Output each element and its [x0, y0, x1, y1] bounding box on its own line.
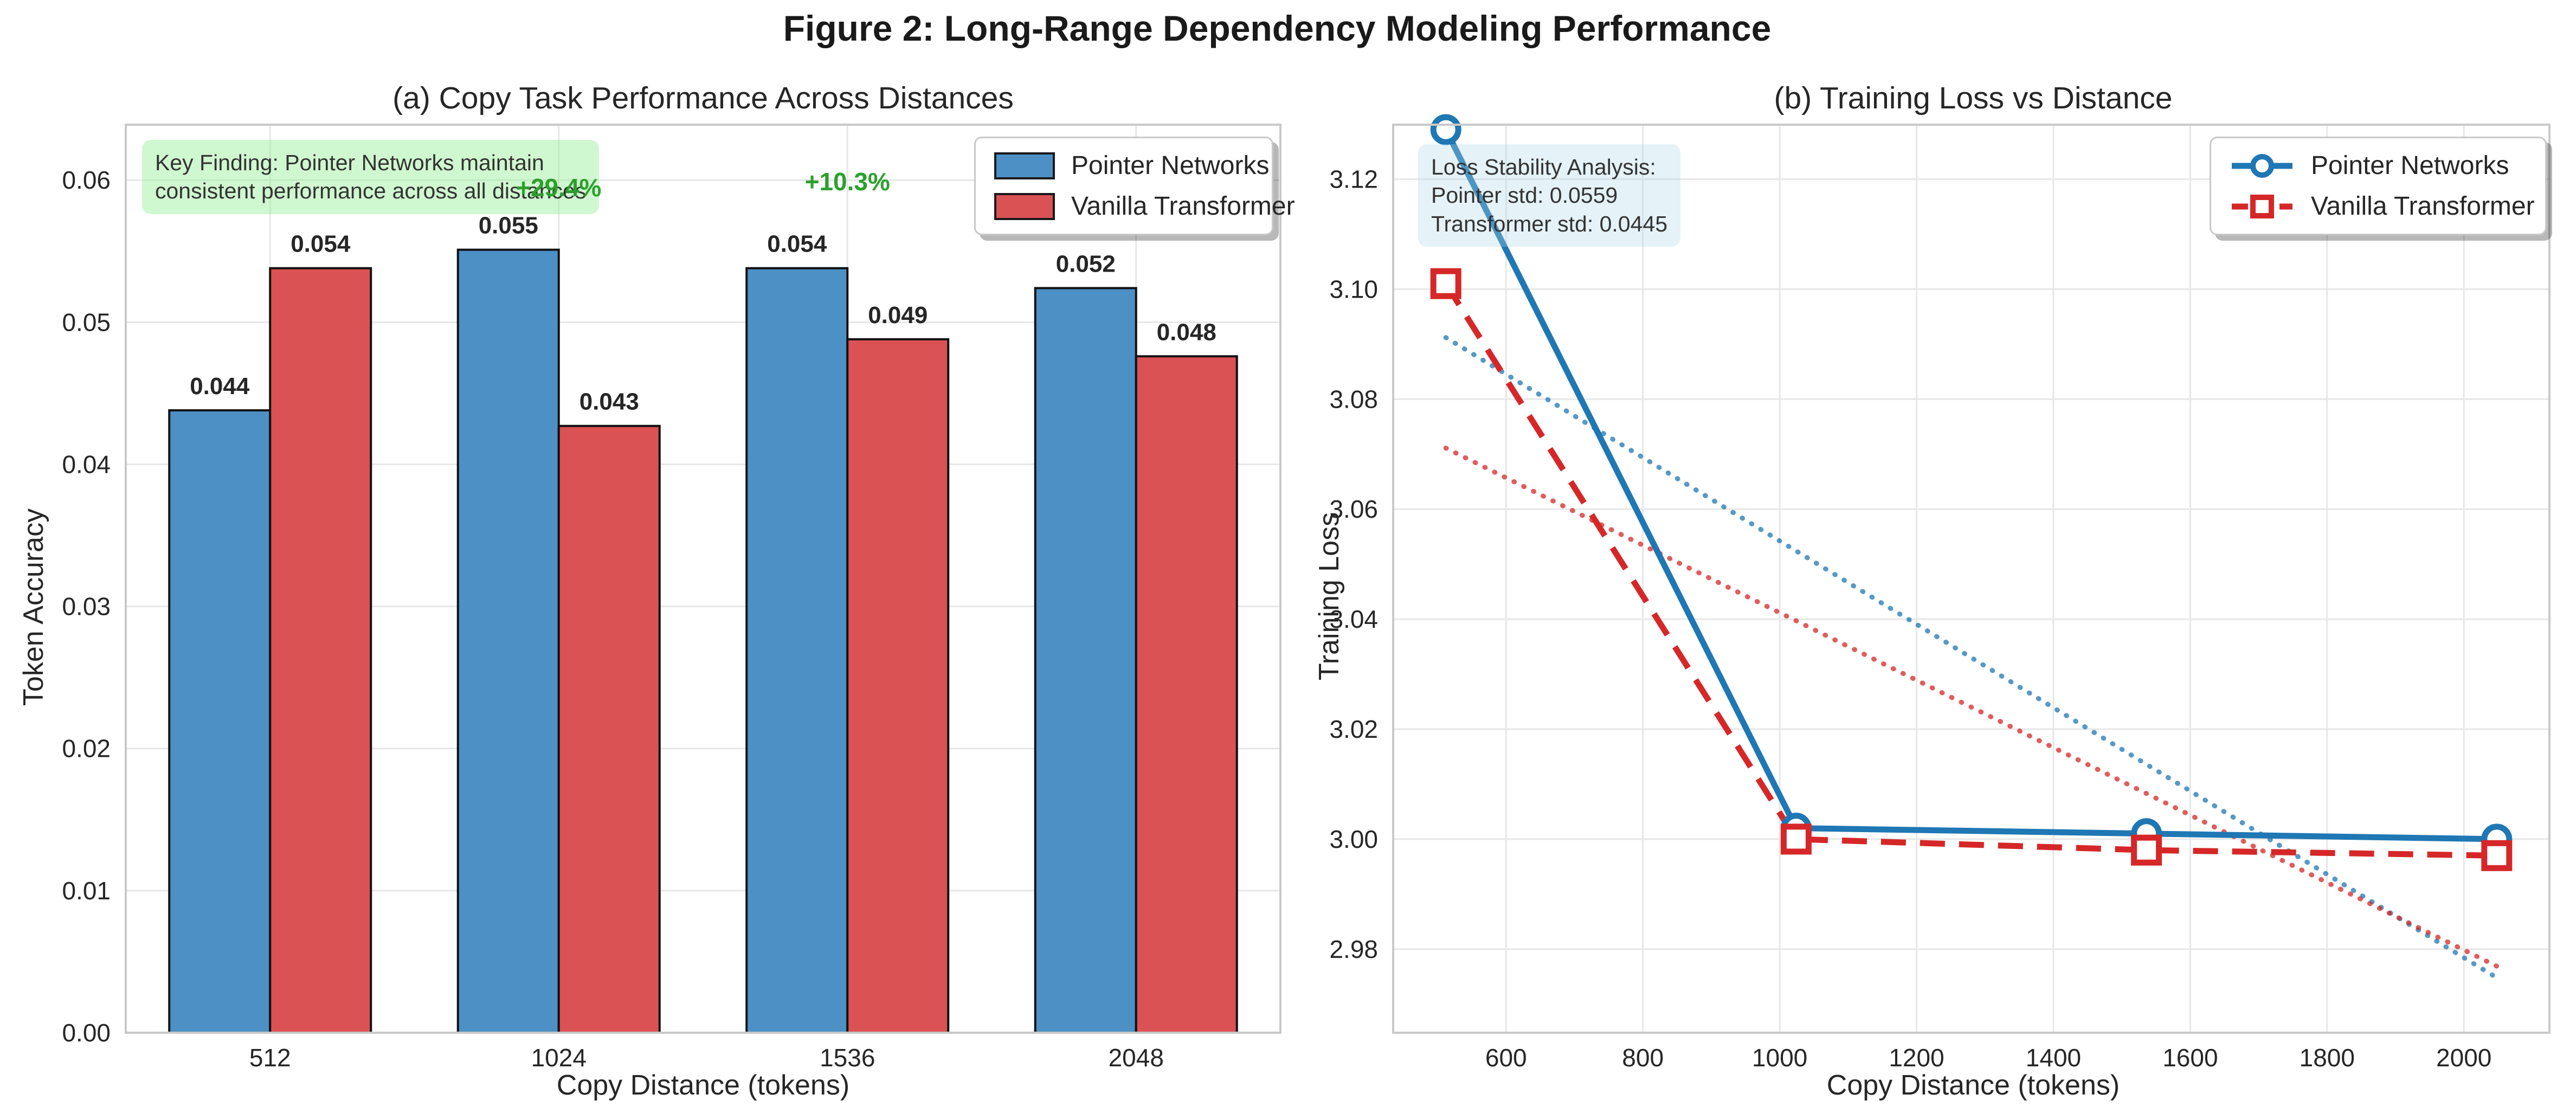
legend-row-transformer: Vanilla Transformer [994, 191, 1295, 221]
loss-stability-annotation: Loss Stability Analysis: Pointer std: 0.… [1418, 144, 1681, 247]
pointer-networks-bar-2048 [1034, 287, 1137, 1034]
bar-value-label: 0.052 [1056, 250, 1116, 277]
vanilla-transformer-bar-1024 [557, 424, 661, 1034]
x-tick-label-a: 1024 [531, 1044, 587, 1072]
key-finding-line-1: Key Finding: Pointer Networks maintain [155, 150, 544, 175]
legend-row-pointer-line: Pointer Networks [2230, 151, 2527, 181]
y-tick-label-a: 0.02 [62, 735, 111, 763]
pointer-networks-bar-512 [168, 409, 272, 1034]
y-tick-label-a: 0.05 [62, 308, 111, 336]
x-tick-label-b: 1800 [2300, 1044, 2355, 1072]
vanilla-transformer-line [1443, 282, 2497, 859]
pointer-networks-bar-1536 [745, 267, 849, 1034]
transformer-marker-2048 [2481, 840, 2513, 871]
x-tick-label-b: 1000 [1752, 1044, 1807, 1072]
x-tick-label-b: 2000 [2436, 1044, 2491, 1072]
stability-line-2: Pointer std: 0.0559 [1431, 183, 1618, 208]
x-tick-label-a: 512 [249, 1044, 291, 1072]
y-tick-label-a: 0.04 [62, 450, 111, 478]
subplot-a-yaxis-label: Token Accuracy [18, 508, 49, 706]
pointer-networks-swatch [994, 152, 1055, 179]
vanilla-transformer-trendline [1443, 446, 2500, 969]
transformer-line-marker-glyph [2232, 194, 2292, 218]
improvement-label-29: +29.4% [516, 173, 602, 202]
bar-value-label: 0.054 [291, 231, 351, 258]
bar-value-label: 0.043 [579, 389, 639, 415]
y-tick-label-b: 3.12 [1329, 165, 1378, 193]
subplot-b-xaxis-label: Copy Distance (tokens) [1826, 1070, 2120, 1101]
legend-label-transformer: Vanilla Transformer [2311, 192, 2535, 221]
y-tick-label-a: 0.06 [62, 166, 111, 194]
subplot-a-xaxis-label: Copy Distance (tokens) [556, 1070, 850, 1101]
pointer-networks-bar-1024 [456, 248, 560, 1034]
key-finding-annotation: Key Finding: Pointer Networks maintain c… [142, 140, 600, 214]
axes-b-spine [1392, 124, 2551, 1034]
x-tick-label-b: 600 [1485, 1044, 1527, 1072]
y-tick-label-b: 3.08 [1329, 385, 1378, 413]
bar-value-label: 0.054 [767, 231, 827, 258]
figure-title: Figure 2: Long-Range Dependency Modeling… [783, 8, 1772, 48]
vanilla-transformer-bar-512 [269, 267, 372, 1034]
x-tick-label-b: 800 [1622, 1044, 1664, 1072]
legend-row-pointer: Pointer Networks [994, 151, 1269, 181]
legend-row-transformer-line: Vanilla Transformer [2230, 191, 2535, 222]
y-tick-label-b: 3.10 [1329, 275, 1378, 303]
subplot-a-title: (a) Copy Task Performance Across Distanc… [392, 81, 1014, 115]
key-finding-line-2: consistent performance across all distan… [155, 178, 587, 204]
transformer-marker-1024 [1780, 823, 1812, 855]
pointer-networks-line [1443, 128, 2497, 842]
pointer-marker-512 [1430, 114, 1461, 145]
y-tick-label-b: 3.02 [1329, 715, 1378, 743]
y-tick-label-a: 0.03 [62, 593, 111, 621]
subplot-b-title: (b) Training Loss vs Distance [1774, 81, 2173, 115]
y-tick-label-a: 0.01 [62, 877, 111, 905]
bar-value-label: 0.044 [190, 373, 250, 400]
subplot-a-legend: Pointer Networks Vanilla Transformer [974, 137, 1295, 235]
x-tick-label-a: 1536 [820, 1044, 875, 1072]
x-tick-label-b: 1200 [1889, 1044, 1944, 1072]
legend-label-pointer: Pointer Networks [2311, 151, 2509, 180]
bar-value-label: 0.049 [868, 302, 928, 329]
x-tick-label-a: 2048 [1109, 1044, 1164, 1072]
transformer-marker-1536 [2131, 834, 2162, 866]
y-tick-label-a: 0.00 [62, 1019, 111, 1047]
stability-line-3: Transformer std: 0.0445 [1431, 211, 1668, 236]
bar-value-label: 0.055 [479, 213, 538, 239]
y-tick-label-b: 2.98 [1329, 935, 1378, 963]
subplot-b-legend: Pointer Networks Vanilla Transformer [2210, 137, 2547, 235]
vanilla-transformer-bar-1536 [846, 338, 950, 1034]
vanilla-transformer-bar-2048 [1135, 355, 1238, 1034]
stability-line-1: Loss Stability Analysis: [1431, 155, 1656, 179]
axes-a-spine [125, 124, 1281, 1034]
x-tick-label-b: 1400 [2026, 1044, 2081, 1072]
legend-label-pointer: Pointer Networks [1071, 151, 1270, 180]
pointer-networks-trendline [1443, 335, 2500, 981]
x-tick-label-b: 1600 [2162, 1044, 2218, 1072]
y-tick-label-b: 3.04 [1329, 605, 1378, 633]
vanilla-transformer-swatch [994, 192, 1055, 220]
subplot-b-yaxis-label: Training Loss [1313, 512, 1345, 681]
pointer-line-marker-glyph [2232, 153, 2292, 178]
legend-label-transformer: Vanilla Transformer [1071, 192, 1295, 221]
y-tick-label-b: 3.06 [1329, 495, 1378, 523]
y-tick-label-b: 3.00 [1329, 825, 1378, 853]
improvement-label-10: +10.3% [804, 168, 890, 196]
bar-value-label: 0.048 [1157, 319, 1216, 345]
transformer-marker-512 [1430, 268, 1461, 299]
